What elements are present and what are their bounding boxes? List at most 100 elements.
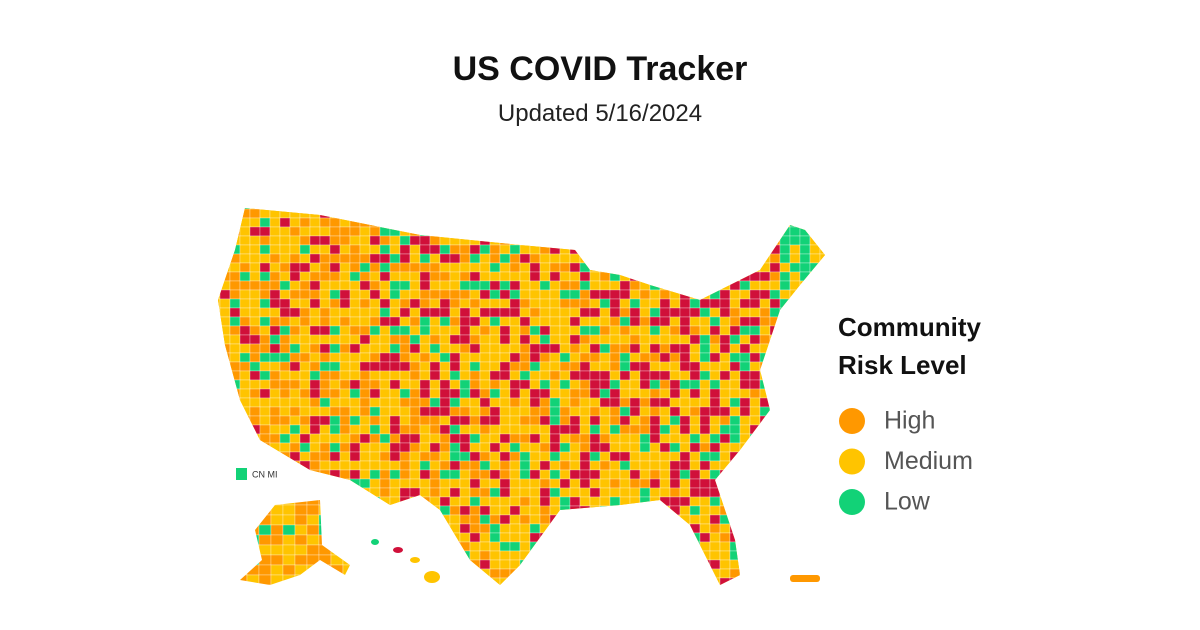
county (819, 406, 825, 417)
legend-label: Low (884, 488, 931, 516)
county (759, 262, 771, 273)
county (459, 487, 471, 498)
county (399, 505, 411, 516)
county (459, 217, 471, 228)
county (389, 208, 401, 210)
county (589, 334, 601, 345)
borough (282, 564, 296, 576)
county (739, 433, 751, 444)
county (519, 532, 531, 543)
county (679, 379, 691, 390)
county (329, 307, 341, 318)
county (389, 442, 401, 453)
county (729, 208, 741, 219)
county (669, 334, 681, 345)
county (389, 316, 401, 327)
county (649, 469, 661, 480)
county (679, 478, 691, 489)
county (459, 262, 471, 273)
county (759, 433, 771, 444)
county (689, 451, 701, 462)
county (539, 451, 551, 462)
county (689, 388, 701, 399)
county (309, 433, 321, 444)
county (349, 343, 361, 354)
borough (240, 564, 248, 576)
county (489, 514, 501, 525)
county (709, 208, 721, 210)
county (499, 334, 511, 345)
county (389, 433, 401, 444)
county (329, 379, 341, 390)
county (319, 469, 331, 480)
county (719, 262, 731, 273)
borough (258, 584, 272, 585)
county (489, 262, 501, 273)
county (349, 442, 361, 453)
county (529, 235, 541, 246)
county (319, 226, 331, 237)
county (519, 568, 531, 579)
county (369, 361, 381, 372)
county (499, 514, 511, 525)
county (289, 451, 301, 462)
county (749, 550, 761, 561)
county (669, 343, 681, 354)
county (220, 587, 230, 596)
borough (306, 514, 320, 526)
county (669, 244, 681, 255)
county (369, 280, 381, 291)
county (729, 388, 741, 399)
county (469, 568, 481, 579)
county (830, 479, 840, 488)
county (450, 596, 460, 605)
county (830, 497, 840, 506)
county (709, 289, 721, 300)
county (630, 587, 640, 596)
county (529, 307, 541, 318)
county (519, 244, 531, 255)
county (439, 343, 451, 354)
county (649, 487, 661, 498)
county (329, 226, 341, 237)
county (659, 415, 671, 426)
county (349, 523, 361, 534)
county (449, 415, 461, 426)
county (479, 442, 491, 453)
county (339, 424, 351, 435)
county (339, 505, 351, 516)
county (559, 307, 571, 318)
county (589, 442, 601, 453)
county (689, 325, 701, 336)
county (679, 460, 691, 471)
county (429, 361, 441, 372)
county (379, 514, 391, 525)
county (689, 361, 701, 372)
county (249, 271, 261, 282)
county (489, 352, 501, 363)
borough (282, 504, 296, 516)
county (300, 596, 310, 605)
county (449, 208, 461, 210)
county (289, 235, 301, 246)
county (399, 316, 411, 327)
county (359, 244, 371, 255)
county (419, 487, 431, 498)
county (509, 487, 521, 498)
county (218, 424, 221, 435)
county (219, 352, 231, 363)
county (579, 433, 591, 444)
county (609, 244, 621, 255)
county (609, 478, 621, 489)
borough (330, 504, 344, 516)
county (439, 424, 451, 435)
county (349, 235, 361, 246)
county (479, 559, 491, 570)
county (409, 505, 421, 516)
county (830, 407, 840, 416)
county (279, 316, 291, 327)
county (429, 559, 441, 570)
county (709, 424, 721, 435)
county (759, 577, 771, 585)
county (719, 469, 731, 480)
